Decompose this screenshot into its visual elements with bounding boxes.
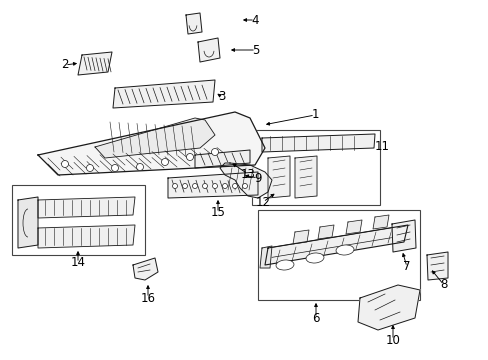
Polygon shape [294,156,316,198]
Bar [251,130,379,205]
Polygon shape [168,172,258,198]
Text: 6: 6 [312,311,319,324]
Text: 11: 11 [374,140,389,153]
Circle shape [86,165,93,171]
Circle shape [111,165,118,171]
Polygon shape [264,225,407,265]
Text: 14: 14 [70,256,85,270]
Polygon shape [220,163,271,198]
Text: 3: 3 [218,90,225,104]
Polygon shape [185,13,202,34]
Polygon shape [292,230,308,244]
Polygon shape [38,112,264,175]
Ellipse shape [335,245,353,255]
Bar [12,185,145,255]
Text: 13: 13 [240,167,255,180]
Polygon shape [267,156,289,198]
Polygon shape [357,285,419,330]
Ellipse shape [275,260,293,270]
Polygon shape [95,118,215,158]
Text: 10: 10 [385,333,400,346]
Text: 7: 7 [403,261,410,274]
Circle shape [161,158,168,166]
Polygon shape [133,258,158,280]
Circle shape [192,184,197,189]
Polygon shape [195,150,249,168]
Polygon shape [260,246,271,268]
Circle shape [182,184,187,189]
Circle shape [61,161,68,167]
Polygon shape [391,220,415,252]
Polygon shape [38,225,135,248]
Circle shape [136,163,143,171]
Circle shape [212,184,217,189]
Polygon shape [346,220,361,234]
Polygon shape [18,197,38,248]
Circle shape [202,184,207,189]
Circle shape [242,184,247,189]
Polygon shape [113,80,215,108]
Bar [258,210,419,300]
Text: 4: 4 [251,13,258,27]
Text: 2: 2 [61,58,69,72]
Polygon shape [262,134,374,152]
Polygon shape [426,252,447,280]
Polygon shape [38,197,135,218]
Circle shape [172,184,177,189]
Text: 16: 16 [140,292,155,305]
Polygon shape [198,38,220,62]
Circle shape [232,184,237,189]
Text: 8: 8 [439,279,447,292]
Circle shape [222,184,227,189]
Ellipse shape [305,253,324,263]
Text: 1: 1 [311,108,318,122]
Text: 9: 9 [254,171,261,184]
Text: 12: 12 [255,195,270,208]
Polygon shape [78,52,112,75]
Text: 15: 15 [210,207,225,220]
Polygon shape [317,225,333,239]
Text: 5: 5 [252,44,259,57]
Circle shape [211,148,218,156]
Polygon shape [372,215,388,229]
Circle shape [186,153,193,161]
